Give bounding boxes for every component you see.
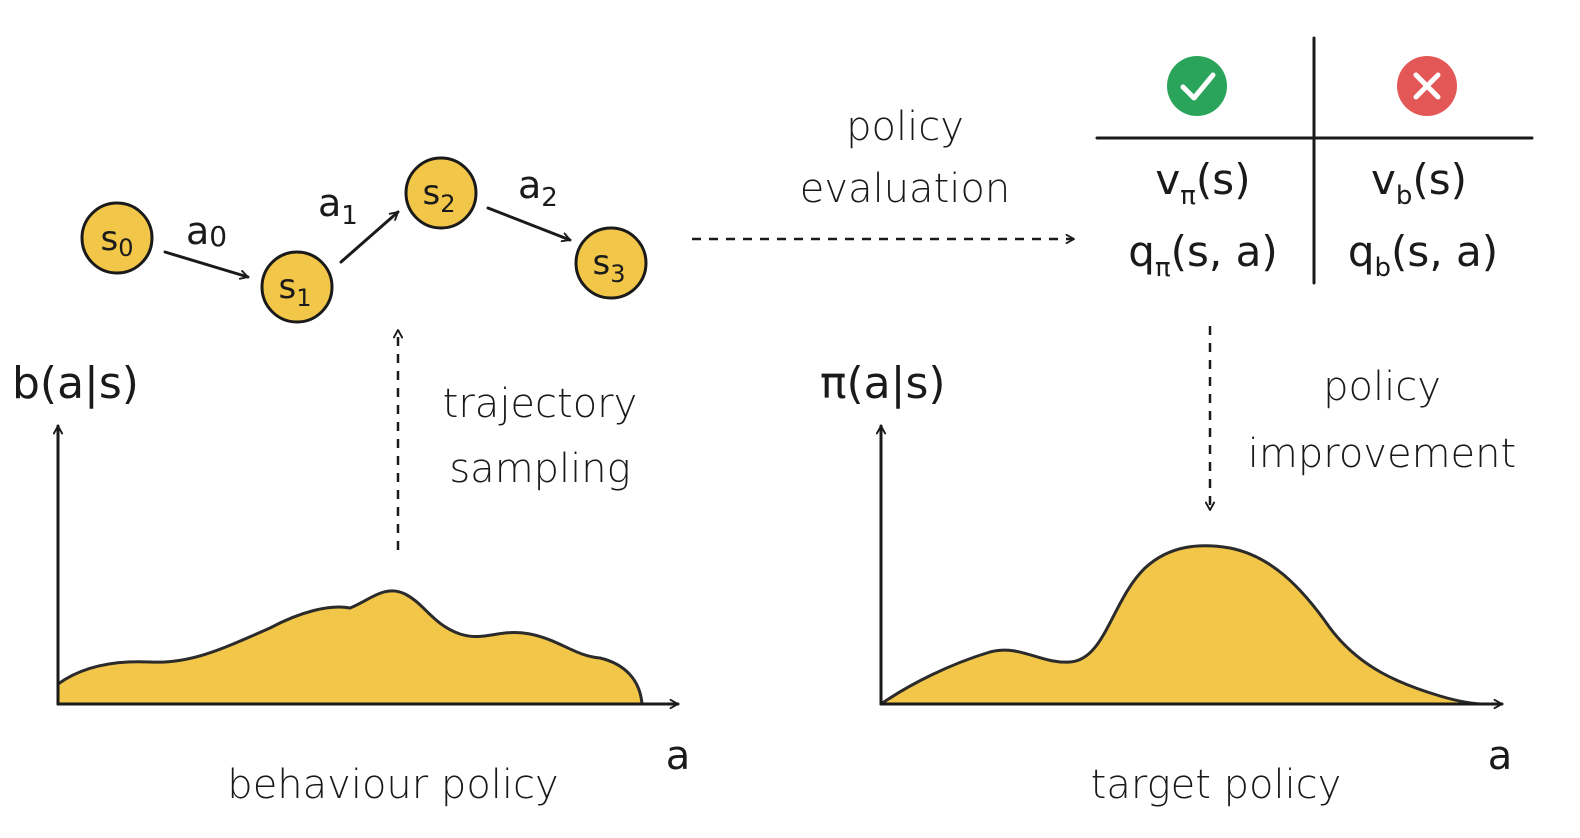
policy-evaluation-label-line1: policy: [846, 104, 964, 150]
cross-icon: [1397, 56, 1457, 116]
table-cell-v-b: vb(s): [1371, 155, 1467, 211]
action-label-a1: a1: [318, 181, 358, 231]
state-node-s3: s3: [574, 226, 648, 300]
state-node-s1: s1: [260, 250, 334, 324]
target-policy-plot: π(a|s) a target policy: [820, 358, 1512, 808]
trajectory-sampling: trajectory sampling: [398, 330, 637, 550]
value-table: vπ(s) vb(s) qπ(s, a) qb(s, a): [1095, 36, 1534, 285]
left-y-axis-label: b(a|s): [12, 358, 139, 409]
right-y-axis-label: π(a|s): [820, 358, 946, 409]
svg-text:s2: s2: [423, 173, 456, 218]
trajectory-sampling-label-line1: trajectory: [443, 381, 638, 427]
table-cell-q-pi: qπ(s, a): [1128, 227, 1277, 283]
svg-text:s0: s0: [101, 219, 134, 262]
behaviour-policy-plot: b(a|s) a behaviour policy: [12, 358, 690, 808]
target-policy-caption: target policy: [1091, 762, 1342, 808]
target-policy-curve: [879, 544, 1484, 706]
trajectory: s0 s1 s2 s3 a0 a1 a2: [80, 156, 648, 324]
table-cell-v-pi: vπ(s): [1155, 155, 1250, 211]
right-x-axis-label: a: [1488, 733, 1513, 779]
behaviour-policy-curve: [56, 589, 644, 706]
behaviour-policy-caption: behaviour policy: [227, 762, 558, 808]
policy-improvement: policy improvement: [1210, 326, 1516, 510]
transition-arrow-s2-s3: [486, 206, 572, 240]
svg-text:s1: s1: [279, 267, 312, 312]
action-label-a2: a2: [518, 163, 558, 213]
table-cell-q-b: qb(s, a): [1348, 227, 1498, 283]
svg-text:s3: s3: [593, 243, 626, 288]
transition-arrow-s0-s1: [163, 250, 250, 277]
policy-evaluation-label-line2: evaluation: [800, 166, 1010, 212]
policy-improvement-label-line2: improvement: [1248, 431, 1516, 477]
transition-arrow-s1-s2: [339, 210, 400, 264]
state-node-s0: s0: [80, 201, 154, 275]
policy-improvement-label-line1: policy: [1323, 364, 1441, 410]
check-icon: [1167, 56, 1227, 116]
action-label-a0: a0: [186, 209, 227, 253]
state-node-s2: s2: [404, 156, 478, 230]
policy-evaluation: policy evaluation: [692, 104, 1074, 239]
trajectory-sampling-label-line2: sampling: [449, 446, 630, 492]
left-x-axis-label: a: [666, 733, 691, 779]
